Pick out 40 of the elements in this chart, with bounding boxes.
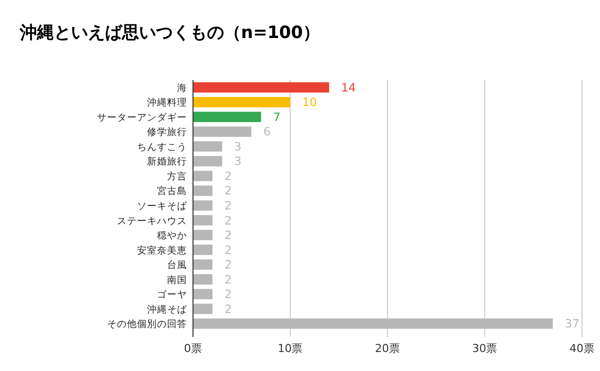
x-tick-label: 10票 — [278, 342, 303, 355]
data-label: 6 — [263, 124, 271, 139]
y-tick-label: 台風 — [167, 259, 187, 272]
data-label: 2 — [224, 184, 232, 198]
y-tick-label: 修学旅行 — [147, 126, 187, 138]
y-tick-label: 沖縄料理 — [147, 96, 187, 109]
data-label: 7 — [273, 110, 280, 124]
y-tick-label: ちんすこう — [137, 142, 187, 153]
data-label: 2 — [224, 287, 232, 302]
x-tick-label: 0票 — [184, 342, 202, 355]
data-label: 2 — [224, 228, 232, 242]
y-tick-label: 宮古島 — [157, 185, 187, 198]
y-tick-label: その他個別の回答 — [107, 318, 187, 330]
x-tick-label: 20票 — [375, 342, 400, 355]
y-tick-label: 安室奈美恵 — [137, 244, 187, 256]
data-label: 2 — [224, 198, 232, 212]
y-tick-label: ゴーヤ — [157, 288, 187, 301]
x-tick-label: 30票 — [472, 342, 498, 355]
data-label: 3 — [234, 154, 242, 168]
y-tick-label: 方言 — [167, 170, 187, 182]
x-tick-label: 40票 — [570, 342, 594, 355]
y-tick-label: ステーキハウス — [117, 216, 187, 227]
data-label: 3 — [234, 139, 242, 154]
data-label: 10 — [302, 95, 317, 110]
data-label: 2 — [224, 213, 232, 228]
data-label: 2 — [224, 168, 232, 183]
y-tick-label: 沖縄そば — [147, 303, 188, 316]
data-label: 2 — [224, 272, 232, 286]
data-label: 2 — [224, 258, 232, 272]
data-label: 37 — [564, 316, 580, 331]
y-tick-label: サーターアンダギー — [97, 111, 187, 124]
data-label: 2 — [224, 242, 232, 257]
data-label: 2 — [224, 302, 232, 316]
y-tick-label: 南国 — [167, 274, 187, 286]
y-tick-label: ソーキそば — [137, 201, 188, 212]
title: 沖縄といえば思いつくもの（n=100） — [20, 23, 320, 43]
y-tick-label: 新婚旅行 — [147, 156, 187, 168]
y-tick-label: 穏やか — [157, 230, 187, 242]
data-label: 14 — [341, 80, 356, 94]
y-tick-label: 海 — [177, 82, 187, 94]
